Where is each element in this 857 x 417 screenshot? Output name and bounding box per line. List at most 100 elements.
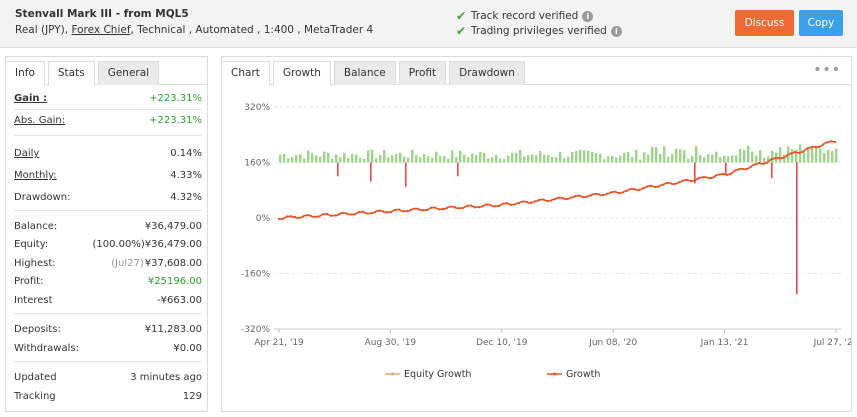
tab-chart[interactable]: Chart [222, 61, 270, 85]
growth-point [697, 176, 701, 179]
growth-point [501, 202, 505, 205]
tab-info[interactable]: Info [6, 61, 45, 85]
tab-profit[interactable]: Profit [398, 61, 447, 85]
stat-equity: Equity: (100.00%)¥36,479.00 [14, 239, 202, 255]
bar-positive [467, 157, 470, 163]
track-record-verified: ✔ Track record verified i [456, 9, 594, 23]
growth-point [765, 161, 769, 164]
growth-point [773, 157, 777, 160]
bar-positive [367, 150, 370, 163]
bar-positive [287, 158, 290, 163]
growth-point [525, 201, 529, 204]
tab-growth[interactable]: Growth [272, 61, 331, 86]
legend-growth-label[interactable]: Growth [566, 369, 600, 380]
bar-positive [623, 152, 626, 163]
tab-stats[interactable]: Stats [47, 61, 95, 86]
growth-point [793, 151, 797, 154]
bar-positive [331, 158, 334, 163]
bar-positive [635, 149, 638, 163]
bar-positive [299, 154, 302, 163]
bar-positive [683, 150, 686, 163]
legend-equity-label[interactable]: Equity Growth [404, 369, 471, 380]
growth-point [421, 209, 425, 212]
bar-positive [835, 148, 838, 163]
bar-positive [763, 157, 766, 163]
tab-general[interactable]: General [97, 61, 160, 85]
growth-point [541, 198, 545, 201]
growth-point [461, 206, 465, 210]
growth-point [705, 176, 709, 179]
stat-monthly: Monthly: 4.33% [14, 170, 202, 186]
stat-label: Withdrawals: [14, 343, 79, 354]
bar-positive [755, 155, 758, 163]
growth-point [589, 194, 593, 197]
more-options-icon[interactable]: ••• [813, 62, 841, 78]
growth-point [717, 173, 721, 176]
legend-growth-marker [553, 372, 556, 376]
bar-positive [743, 150, 746, 163]
growth-point [789, 152, 793, 155]
divider [14, 210, 202, 211]
bar-positive [779, 147, 782, 163]
tab-balance[interactable]: Balance [333, 61, 396, 85]
growth-point [397, 208, 401, 211]
growth-point [805, 147, 809, 150]
bar-positive [619, 155, 622, 163]
growth-point [401, 210, 405, 213]
bar-positive [495, 154, 498, 163]
bar-positive [339, 157, 342, 163]
growth-point [389, 210, 393, 214]
growth-point [405, 210, 409, 213]
divider [14, 313, 202, 314]
info-icon[interactable]: i [582, 10, 594, 22]
highest-amount: ¥37,608.00 [144, 258, 202, 269]
growth-point [769, 158, 773, 161]
broker-link[interactable]: Forex Chief [71, 24, 131, 36]
copy-button[interactable]: Copy [799, 10, 843, 36]
bar-positive [507, 155, 510, 163]
growth-point [361, 210, 365, 213]
discuss-button[interactable]: Discuss [735, 10, 794, 36]
bar-positive [739, 149, 742, 163]
x-tick-label: Apr 21, '19 [254, 338, 304, 348]
bar-positive [519, 149, 522, 163]
bar-positive [727, 156, 730, 163]
account-subtitle: Real (JPY), Forex Chief, Technical , Aut… [15, 24, 374, 36]
bar-positive [311, 153, 314, 163]
info-icon[interactable]: i [610, 25, 622, 37]
stat-label: Highest: [14, 258, 56, 269]
bar-positive [679, 149, 682, 163]
stat-label[interactable]: Abs. Gain: [14, 115, 66, 126]
stat-daily: Daily 0.14% [14, 148, 202, 164]
growth-point [441, 208, 445, 211]
account-type: Real (JPY) [15, 24, 65, 36]
growth-chart: 320% 160% 0% -160% -320% Apr 21, '19 Aug 30, … [241, 103, 851, 380]
growth-point [493, 205, 497, 208]
bar-positive [539, 151, 542, 163]
growth-point [549, 199, 553, 202]
bar-positive [459, 150, 462, 163]
bar-positive [411, 149, 414, 163]
bar-positive [831, 151, 834, 163]
stat-label[interactable]: Daily [14, 148, 40, 159]
stat-value: (100.00%)¥36,479.00 [92, 239, 202, 250]
growth-point [677, 181, 681, 184]
bar-positive [523, 156, 526, 163]
stat-label[interactable]: Gain : [14, 93, 47, 104]
stat-label[interactable]: Monthly: [14, 170, 57, 181]
stat-withdrawals: Withdrawals: ¥0.00 [14, 343, 202, 359]
growth-point [297, 216, 301, 219]
bar-positive [439, 155, 442, 163]
growth-point [357, 210, 361, 214]
growth-point [753, 163, 757, 166]
growth-point [489, 204, 493, 207]
bar-positive [667, 156, 670, 163]
bar-positive [575, 150, 578, 163]
growth-point [617, 191, 621, 195]
bar-positive [415, 155, 418, 163]
legend-equity-marker [391, 372, 394, 376]
tab-drawdown[interactable]: Drawdown [449, 61, 525, 85]
bar-positive [363, 158, 366, 163]
bar-positive [723, 155, 726, 163]
stat-label: Deposits: [14, 324, 61, 335]
